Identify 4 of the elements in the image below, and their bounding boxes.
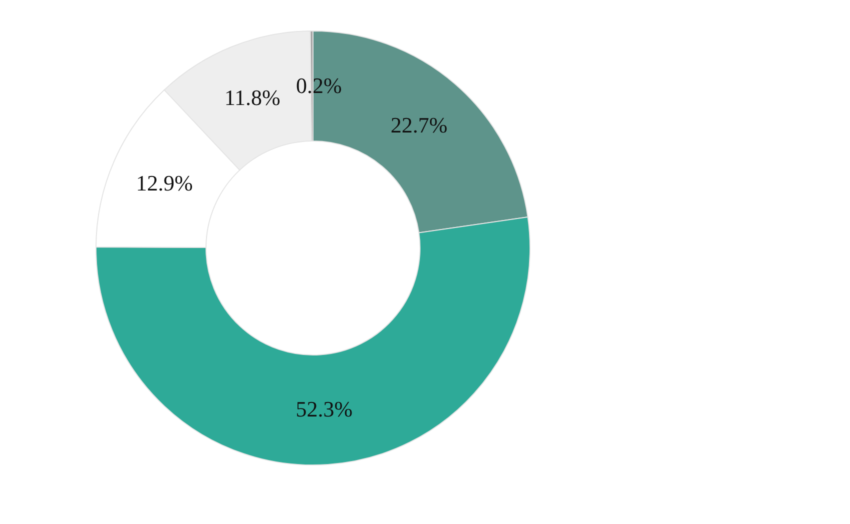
data-label: 12.9% xyxy=(136,170,193,196)
data-label: 11.8% xyxy=(224,84,280,110)
data-label: 22.7% xyxy=(390,112,448,138)
data-label: 52.3% xyxy=(296,396,353,422)
